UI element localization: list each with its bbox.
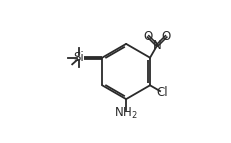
Text: O: O <box>143 30 153 43</box>
Text: Si: Si <box>73 51 84 64</box>
Text: O: O <box>161 30 171 43</box>
Text: Cl: Cl <box>156 86 168 99</box>
Text: NH$_2$: NH$_2$ <box>114 106 138 121</box>
Text: N: N <box>153 39 161 52</box>
